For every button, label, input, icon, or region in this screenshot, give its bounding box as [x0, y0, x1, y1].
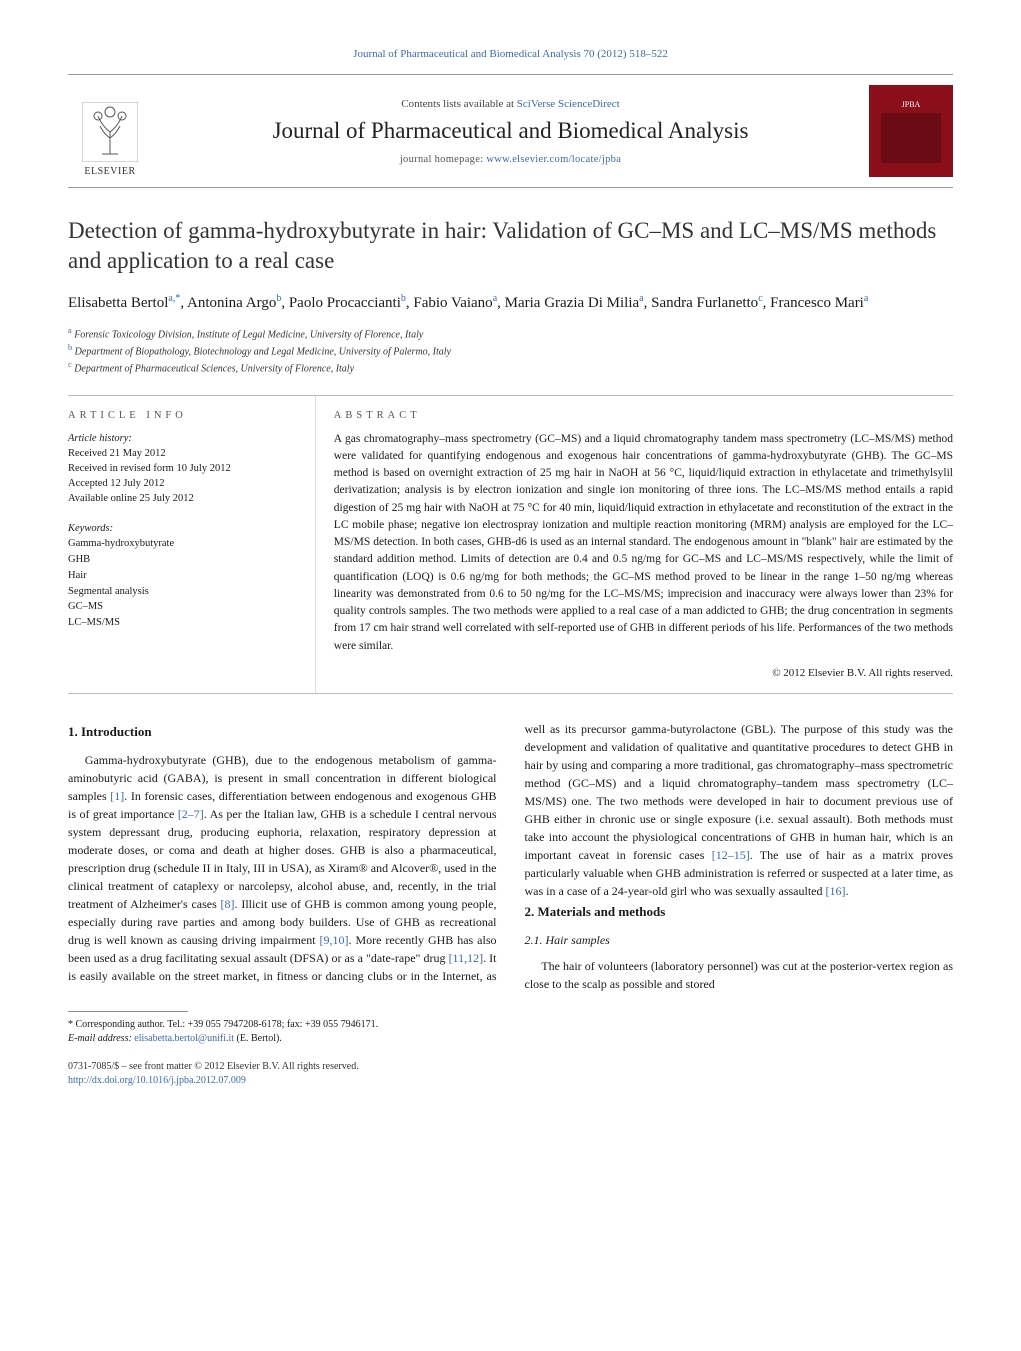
- ref-2-7[interactable]: [2–7]: [178, 807, 204, 821]
- journal-name: Journal of Pharmaceutical and Biomedical…: [164, 118, 857, 144]
- homepage-prefix: journal homepage:: [400, 154, 486, 165]
- homepage-link[interactable]: www.elsevier.com/locate/jpba: [486, 154, 621, 165]
- corr-email-link[interactable]: elisabetta.bertol@unifi.it: [134, 1033, 234, 1044]
- affiliations: a Forensic Toxicology Division, Institut…: [68, 325, 953, 377]
- footnote-rule: [68, 1011, 188, 1012]
- abstract-heading: ABSTRACT: [334, 410, 953, 421]
- citation-link[interactable]: Journal of Pharmaceutical and Biomedical…: [353, 48, 668, 60]
- doi-value: 10.1016/j.jpba.2012.07.009: [136, 1075, 246, 1086]
- issn-line: 0731-7085/$ – see front matter © 2012 El…: [68, 1060, 953, 1074]
- ref-11-12[interactable]: [11,12]: [449, 951, 484, 965]
- section-2-1-heading: 2.1. Hair samples: [525, 931, 954, 949]
- article-title: Detection of gamma-hydroxybutyrate in ha…: [68, 216, 953, 276]
- email-label: E-mail address:: [68, 1033, 134, 1044]
- article-info-heading: ARTICLE INFO: [68, 410, 301, 421]
- ref-8[interactable]: [8]: [221, 897, 235, 911]
- contents-line: Contents lists available at SciVerse Sci…: [164, 98, 857, 110]
- ref-9-10[interactable]: [9,10]: [320, 933, 349, 947]
- sciencedirect-link[interactable]: SciVerse ScienceDirect: [517, 98, 620, 110]
- s1-text-2a: or as a "date-rape" drug: [332, 951, 449, 965]
- ref-1[interactable]: [1]: [110, 789, 124, 803]
- ref-16[interactable]: [16]: [826, 884, 846, 898]
- header-citation: Journal of Pharmaceutical and Biomedical…: [68, 48, 953, 60]
- ref-12-15[interactable]: [12–15]: [712, 848, 750, 862]
- s2-1-text: The hair of volunteers (laboratory perso…: [525, 957, 954, 993]
- section-1-heading: 1. Introduction: [68, 722, 497, 742]
- abstract-text: A gas chromatography–mass spectrometry (…: [334, 431, 953, 655]
- page-footer: 0731-7085/$ – see front matter © 2012 El…: [68, 1060, 953, 1088]
- email-suffix: (E. Bertol).: [237, 1033, 282, 1044]
- cover-image-placeholder: [881, 113, 941, 163]
- corr-contact: * Corresponding author. Tel.: +39 055 79…: [68, 1018, 953, 1032]
- contents-prefix: Contents lists available at: [401, 98, 516, 110]
- masthead: ELSEVIER Contents lists available at Sci…: [68, 74, 953, 188]
- homepage-line: journal homepage: www.elsevier.com/locat…: [164, 154, 857, 165]
- article-history: Article history: Received 21 May 2012Rec…: [68, 431, 301, 507]
- publisher-name: ELSEVIER: [84, 166, 135, 177]
- doi-link[interactable]: http://dx.doi.org/10.1016/j.jpba.2012.07…: [68, 1075, 246, 1086]
- authors-list: Elisabetta Bertola,*, Antonina Argob, Pa…: [68, 292, 953, 315]
- section-2-heading: 2. Materials and methods: [525, 902, 954, 922]
- elsevier-tree-icon: [82, 102, 138, 162]
- publisher-logo: ELSEVIER: [68, 85, 152, 177]
- corresponding-author-footnote: * Corresponding author. Tel.: +39 055 79…: [68, 1018, 953, 1046]
- s1-text-2d: .: [846, 884, 849, 898]
- journal-cover-thumb: JPBA: [869, 85, 953, 177]
- history-label: Article history:: [68, 431, 301, 446]
- keywords-label: Keywords:: [68, 521, 301, 537]
- s1-text-c: . As per the Italian law, GHB is a sched…: [68, 807, 497, 911]
- cover-label: JPBA: [902, 100, 921, 109]
- abstract-copyright: © 2012 Elsevier B.V. All rights reserved…: [334, 667, 953, 679]
- doi-prefix: http://dx.doi.org/: [68, 1075, 136, 1086]
- keywords-block: Keywords: Gamma-hydroxybutyrateGHBHairSe…: [68, 521, 301, 631]
